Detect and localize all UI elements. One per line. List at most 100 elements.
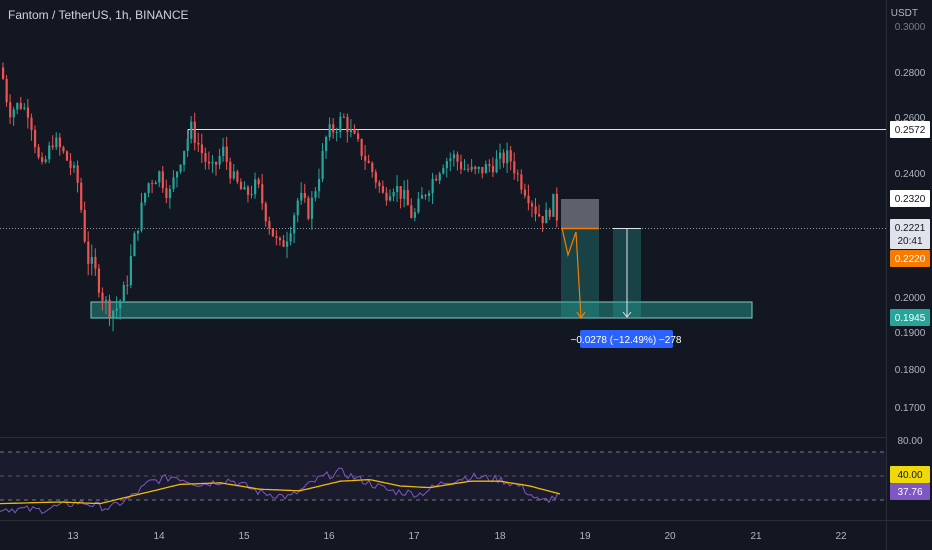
candle — [183, 150, 186, 172]
price-tick-label: 0.1900 — [895, 328, 926, 339]
candle — [342, 113, 345, 118]
candle — [527, 184, 530, 211]
candle — [23, 103, 26, 111]
unit-label: USDT — [890, 8, 918, 19]
candle — [97, 264, 101, 298]
candle — [303, 183, 306, 203]
last-price-badge-text: 0.2221 — [895, 223, 926, 234]
candle — [506, 142, 509, 174]
time-tick-label: 22 — [835, 531, 847, 542]
price-tick-label: 0.2800 — [895, 68, 926, 79]
candle — [193, 112, 196, 151]
measure-arrow-head — [622, 311, 632, 318]
candle — [381, 180, 385, 194]
candle — [424, 193, 427, 200]
candle — [296, 197, 299, 223]
price-tick-label: 0.2000 — [895, 293, 926, 304]
candle — [371, 161, 374, 178]
pair-title: Fantom / TetherUS, 1h, BINANCE — [8, 8, 189, 22]
candle — [268, 216, 271, 235]
candle — [406, 179, 409, 206]
candle — [33, 125, 37, 154]
candle — [449, 152, 452, 172]
time-tick-label: 14 — [153, 531, 165, 542]
candle — [332, 117, 335, 139]
candle — [204, 147, 207, 170]
candle — [410, 198, 413, 219]
price-tick-label-partial: 0.3000 — [895, 22, 926, 33]
candle — [442, 164, 445, 175]
candle — [94, 248, 97, 276]
candle — [278, 236, 282, 246]
rsi-line — [0, 467, 559, 515]
candle — [179, 164, 182, 174]
candle — [357, 129, 360, 142]
candle — [140, 192, 143, 233]
time-tick-label: 16 — [323, 531, 335, 542]
candle — [129, 244, 132, 289]
candle — [523, 183, 527, 199]
candle — [126, 275, 129, 295]
candle — [431, 172, 434, 204]
candle — [488, 159, 491, 173]
candle — [335, 127, 338, 142]
candle — [158, 170, 161, 187]
candle — [115, 296, 118, 320]
candle — [374, 169, 377, 189]
candle — [264, 201, 267, 227]
candle — [286, 231, 289, 259]
candle — [243, 181, 246, 190]
candle — [428, 190, 431, 202]
candle — [459, 154, 463, 175]
candle — [2, 62, 5, 80]
candle — [136, 230, 140, 241]
resistance-badge — [890, 121, 930, 138]
candle — [417, 191, 420, 214]
candle — [151, 179, 154, 194]
candles-group — [2, 62, 558, 332]
candle — [172, 170, 175, 192]
rsi-value-badge — [890, 483, 930, 500]
candle — [9, 94, 12, 124]
candle — [275, 230, 278, 246]
candle — [133, 231, 136, 257]
candle — [346, 113, 349, 143]
support-badge-text: 0.1945 — [895, 313, 926, 324]
time-tick-label: 20 — [664, 531, 676, 542]
candle — [41, 152, 44, 165]
candle — [19, 96, 22, 111]
countdown-text: 20:41 — [897, 236, 922, 247]
candle — [239, 178, 243, 190]
candle — [12, 106, 15, 126]
candle — [403, 180, 406, 208]
candle — [339, 112, 342, 139]
price-axis[interactable]: 0.28000.26000.24000.22000.20000.19000.18… — [895, 22, 926, 414]
candle — [502, 149, 505, 168]
price-tick-label: 0.1700 — [895, 403, 926, 414]
candle — [555, 187, 558, 228]
candle — [548, 207, 551, 221]
candle — [513, 152, 516, 180]
candle — [289, 226, 292, 246]
candle — [282, 235, 285, 248]
candle — [26, 99, 30, 129]
candle — [317, 168, 321, 199]
candle — [300, 182, 303, 205]
candle — [520, 169, 523, 194]
candle — [325, 135, 328, 159]
time-axis[interactable]: 13 14 15 16 17 18 19 20 21 22 — [67, 531, 847, 542]
candle — [87, 231, 90, 276]
candle — [62, 145, 65, 154]
candle — [538, 204, 541, 218]
price-tick-label: 0.2600 — [895, 113, 926, 124]
candle — [378, 180, 381, 193]
candle — [516, 169, 519, 182]
candle — [541, 215, 544, 232]
rsi-value-badge-text: 37.76 — [897, 487, 922, 498]
candle — [108, 294, 111, 326]
candle — [293, 212, 296, 244]
candle — [144, 192, 147, 206]
rsi-panel — [0, 451, 886, 515]
resistance-badge-text: 0.2572 — [895, 125, 926, 136]
